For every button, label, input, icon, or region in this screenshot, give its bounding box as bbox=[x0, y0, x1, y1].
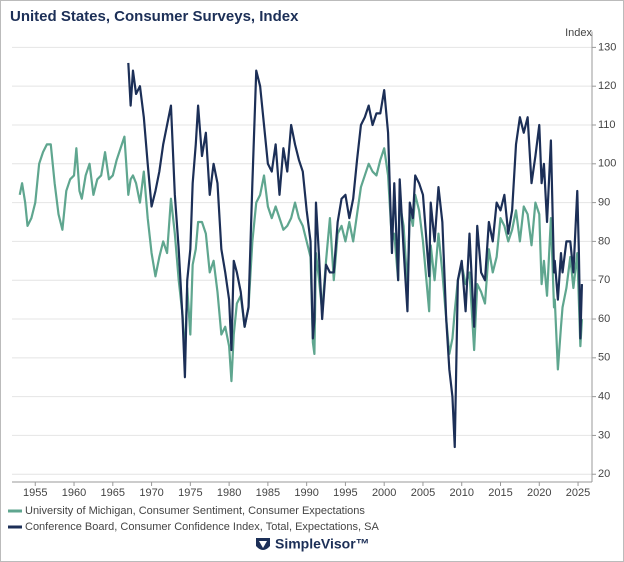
x-tick-label: 1965 bbox=[101, 487, 125, 499]
chart-title: United States, Consumer Surveys, Index bbox=[10, 8, 299, 25]
y-tick-label: 60 bbox=[598, 313, 610, 325]
y-tick-label: 90 bbox=[598, 197, 610, 209]
y-tick-label: 70 bbox=[598, 274, 610, 286]
y-tick-label: 80 bbox=[598, 235, 610, 247]
legend-label: Conference Board, Consumer Confidence In… bbox=[25, 521, 379, 533]
x-tick-label: 1995 bbox=[333, 487, 357, 499]
y-tick-label: 30 bbox=[598, 429, 610, 441]
x-tick-label: 2025 bbox=[566, 487, 590, 499]
legend-label: University of Michigan, Consumer Sentime… bbox=[25, 505, 365, 517]
y-tick-label: 130 bbox=[598, 41, 616, 53]
x-tick-label: 2015 bbox=[488, 487, 512, 499]
y-tick-label: 110 bbox=[598, 119, 616, 131]
x-tick-label: 1985 bbox=[256, 487, 280, 499]
x-tick-label: 1980 bbox=[217, 487, 241, 499]
y-tick-label: 120 bbox=[598, 80, 616, 92]
x-tick-label: 1990 bbox=[294, 487, 318, 499]
series-line bbox=[127, 62, 584, 449]
y-tick-label: 20 bbox=[598, 468, 610, 480]
logo-icon bbox=[256, 538, 270, 550]
x-tick-label: 2010 bbox=[449, 487, 473, 499]
x-tick-label: 1970 bbox=[139, 487, 163, 499]
logo-text: SimpleVisor™ bbox=[275, 536, 370, 552]
x-tick-label: 1975 bbox=[178, 487, 202, 499]
y-tick-label: 50 bbox=[598, 352, 610, 364]
x-tick-label: 2000 bbox=[372, 487, 396, 499]
y-axis-label: Index bbox=[565, 27, 592, 39]
x-tick-label: 2020 bbox=[527, 487, 551, 499]
x-tick-label: 1960 bbox=[62, 487, 86, 499]
series-line bbox=[18, 135, 584, 383]
y-tick-label: 40 bbox=[598, 391, 610, 403]
x-tick-label: 2005 bbox=[411, 487, 435, 499]
x-tick-label: 1955 bbox=[23, 487, 47, 499]
y-tick-label: 100 bbox=[598, 158, 616, 170]
